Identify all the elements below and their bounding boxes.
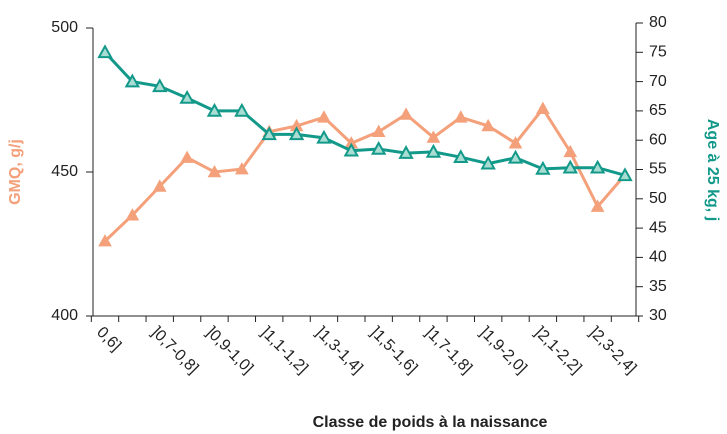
marker (179, 89, 195, 104)
marker (507, 149, 524, 164)
marker (508, 136, 523, 149)
y2-tick-label: 60 (649, 131, 667, 148)
marker (152, 78, 168, 93)
y2-tick-label: 35 (649, 278, 667, 295)
marker (98, 234, 112, 247)
marker (343, 142, 360, 157)
marker (453, 110, 468, 123)
marker (589, 159, 606, 174)
marker (536, 101, 550, 114)
x-tick-label: ]0,7-0,8] (148, 324, 202, 378)
marker (398, 145, 414, 159)
y2-tick-label: 70 (649, 73, 667, 90)
x-tick-label: ]2,3-2,4] (586, 324, 640, 378)
x-tick-label: ]1,1-1,2] (257, 324, 311, 378)
marker (481, 118, 496, 132)
x-tick-label: 0,6] (93, 324, 124, 355)
x-axis-title: Classe de poids à la naissance (313, 414, 548, 431)
x-tick-label: ]1,9-2,0] (476, 324, 530, 378)
marker (234, 102, 250, 117)
marker (207, 164, 222, 178)
x-tick-label: ]0,9-1,0] (203, 324, 257, 378)
y-tick-label: 500 (51, 19, 78, 36)
marker (316, 129, 332, 144)
marker (152, 179, 167, 192)
y2-tick-label: 30 (649, 307, 667, 324)
marker (180, 150, 194, 163)
series-line (103, 106, 627, 243)
marker (206, 102, 223, 117)
marker (371, 124, 386, 137)
y2-tick-label: 45 (649, 219, 667, 236)
y-tick-label: 450 (51, 163, 78, 180)
x-tick-label: ]2,1-2,2] (531, 324, 585, 378)
marker (426, 130, 441, 143)
y2-tick-label: 80 (649, 14, 667, 31)
marker (370, 140, 387, 155)
x-tick-label: ]1,5-1,6] (367, 324, 421, 378)
y2-tick-label: 50 (649, 190, 667, 207)
y2-axis-title: Age à 25 kg, j (704, 119, 721, 221)
x-tick-label: ]1,7-1,8] (422, 324, 476, 378)
marker (399, 107, 413, 120)
y2-tick-label: 40 (649, 249, 667, 266)
marker (535, 160, 551, 175)
marker (288, 126, 305, 141)
marker (453, 149, 469, 163)
marker (425, 143, 442, 158)
y2-tick-label: 65 (649, 102, 667, 119)
marker (480, 155, 496, 170)
marker (317, 110, 331, 123)
marker (590, 199, 605, 212)
marker (97, 44, 113, 59)
marker (124, 73, 141, 88)
marker (562, 159, 578, 174)
marker (563, 144, 578, 158)
marker (261, 126, 277, 141)
marker (125, 208, 140, 221)
marker (617, 167, 633, 182)
y-tick-label: 400 (51, 307, 78, 324)
y2-tick-label: 75 (649, 44, 667, 61)
y-axis-title: GMQ, g/j (7, 139, 24, 205)
marker (234, 162, 249, 175)
x-tick-label: ]1,3-1,4] (312, 324, 366, 378)
y2-tick-label: 55 (649, 161, 667, 178)
